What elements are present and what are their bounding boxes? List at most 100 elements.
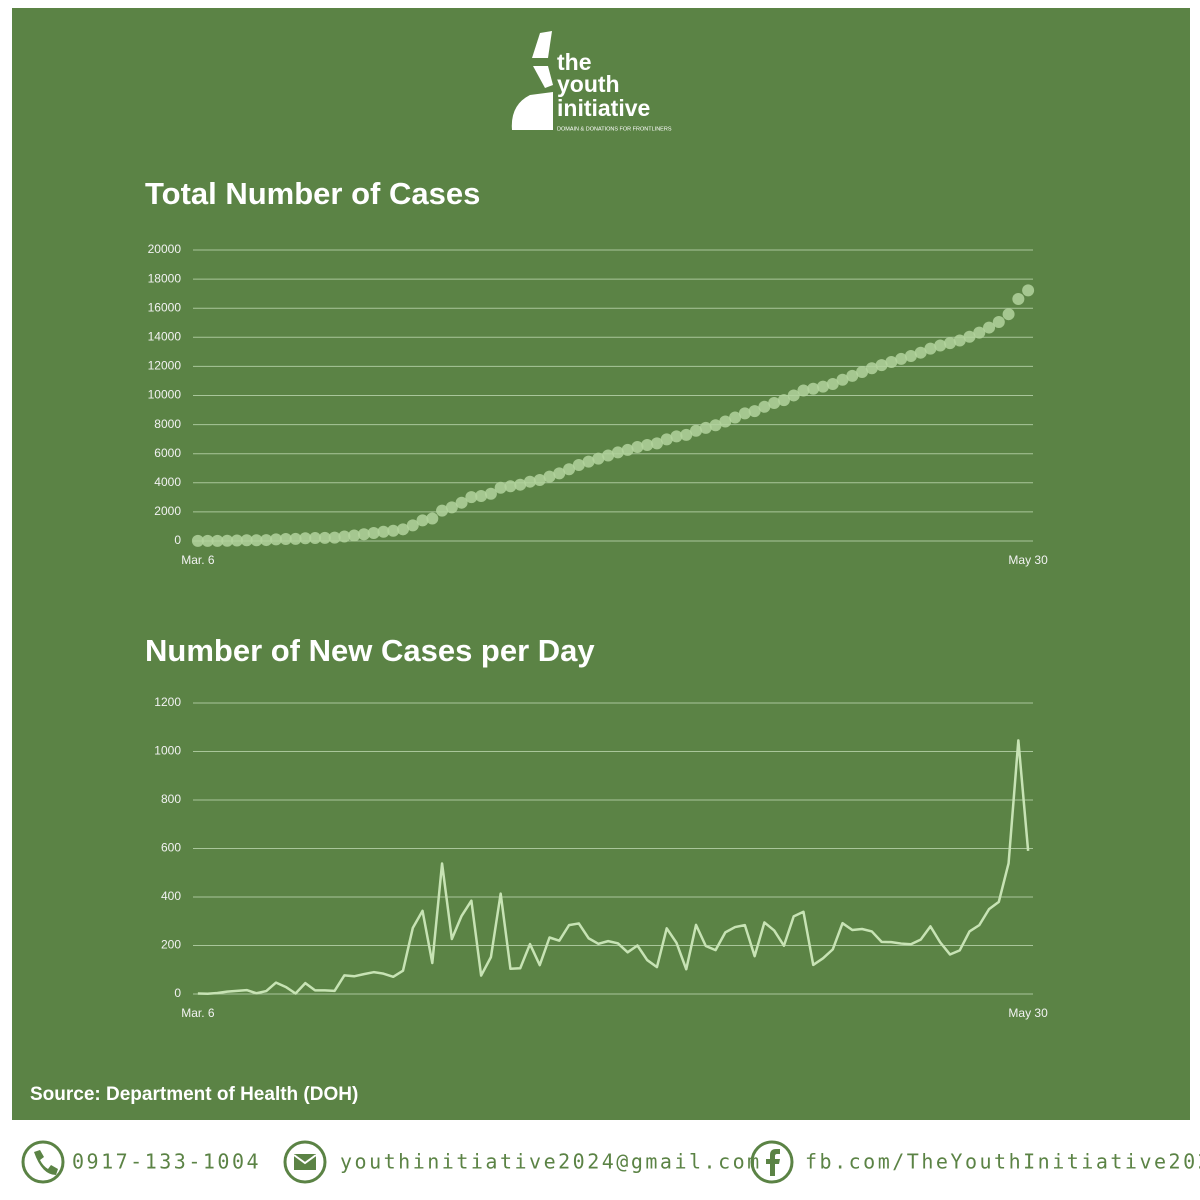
email-flap bbox=[293, 1154, 317, 1165]
logo: the youth initiative DOMAIN & DONATIONS … bbox=[511, 31, 672, 132]
data-line bbox=[197, 739, 1030, 996]
y-tick-label: 8000 bbox=[154, 417, 181, 431]
chart-title: Total Number of Cases bbox=[145, 176, 480, 211]
data-point bbox=[572, 459, 585, 472]
data-point bbox=[191, 534, 204, 547]
data-point bbox=[641, 438, 654, 451]
data-point bbox=[260, 534, 273, 547]
data-point bbox=[826, 377, 839, 390]
data-point bbox=[543, 470, 556, 483]
y-tick-label: 18000 bbox=[148, 271, 182, 285]
data-point bbox=[523, 475, 536, 488]
data-point bbox=[563, 463, 576, 476]
logo-tagline: DOMAIN & DONATIONS FOR FRONTLINERS bbox=[557, 126, 672, 132]
data-point bbox=[817, 380, 829, 393]
data-point bbox=[787, 389, 800, 402]
data-point bbox=[953, 334, 966, 347]
data-point bbox=[1012, 292, 1025, 305]
y-tick-label: 4000 bbox=[154, 475, 181, 489]
email-address: youthinitiative2024@gmail.com bbox=[340, 1150, 762, 1174]
data-point bbox=[289, 532, 302, 545]
data-point bbox=[475, 489, 488, 502]
data-point bbox=[758, 400, 771, 413]
data-point bbox=[299, 532, 312, 545]
data-point bbox=[357, 528, 370, 541]
data-point bbox=[602, 449, 615, 462]
data-point bbox=[690, 424, 703, 437]
x-tick-label: Mar. 6 bbox=[181, 1006, 215, 1020]
data-point bbox=[807, 382, 820, 395]
data-point bbox=[338, 530, 351, 543]
data-point bbox=[240, 534, 253, 547]
data-point bbox=[279, 532, 292, 545]
y-tick-label: 0 bbox=[174, 533, 181, 547]
data-point bbox=[406, 519, 419, 532]
data-point bbox=[318, 531, 331, 544]
data-point bbox=[484, 487, 497, 500]
data-point bbox=[709, 419, 722, 432]
data-point bbox=[397, 523, 409, 536]
data-point bbox=[914, 346, 927, 359]
y-tick-label: 16000 bbox=[148, 300, 182, 314]
data-point bbox=[514, 478, 527, 491]
data-point bbox=[738, 407, 751, 420]
data-point bbox=[436, 504, 449, 517]
data-point bbox=[426, 512, 439, 525]
data-point bbox=[553, 467, 566, 480]
logo-shape bbox=[511, 92, 553, 130]
data-point bbox=[885, 355, 898, 368]
y-tick-label: 800 bbox=[161, 792, 181, 806]
y-tick-label: 20000 bbox=[148, 242, 182, 256]
data-point bbox=[856, 365, 869, 378]
y-tick-label: 14000 bbox=[148, 329, 182, 343]
phone-icon bbox=[21, 1140, 65, 1184]
y-tick-label: 2000 bbox=[154, 504, 181, 518]
data-point bbox=[201, 534, 214, 547]
data-point bbox=[768, 396, 781, 409]
data-point bbox=[904, 349, 917, 362]
chart-title: Number of New Cases per Day bbox=[145, 633, 595, 668]
data-point bbox=[719, 415, 732, 428]
data-point bbox=[992, 316, 1005, 329]
logo-shape bbox=[532, 31, 552, 58]
x-tick-label: May 30 bbox=[1008, 1006, 1048, 1020]
data-point bbox=[973, 326, 986, 339]
facebook-glyph bbox=[766, 1149, 780, 1176]
x-tick-label: May 30 bbox=[1008, 553, 1048, 567]
data-point bbox=[348, 529, 361, 542]
data-point bbox=[983, 321, 996, 334]
x-tick-label: Mar. 6 bbox=[181, 553, 215, 567]
facebook-page: fb.com/TheYouthInitiative2020 bbox=[805, 1150, 1200, 1174]
data-point bbox=[650, 437, 663, 450]
y-tick-label: 12000 bbox=[148, 359, 182, 373]
data-point bbox=[680, 428, 693, 441]
logo-shape bbox=[533, 66, 553, 88]
y-tick-label: 0 bbox=[174, 986, 181, 1000]
data-point bbox=[875, 359, 888, 372]
phone-glyph bbox=[34, 1150, 58, 1175]
data-point bbox=[494, 481, 507, 494]
data-point bbox=[846, 369, 859, 382]
y-tick-label: 400 bbox=[161, 889, 181, 903]
data-point bbox=[328, 531, 341, 544]
data-point bbox=[1002, 308, 1015, 321]
data-point bbox=[455, 496, 468, 509]
data-point bbox=[533, 473, 546, 486]
data-point bbox=[230, 534, 243, 547]
contact-phone: 0917-133-1004 bbox=[21, 1140, 259, 1184]
data-point bbox=[836, 373, 849, 386]
data-point bbox=[367, 526, 380, 539]
data-point bbox=[309, 532, 322, 545]
contact-facebook: fb.com/TheYouthInitiative2020 bbox=[750, 1140, 1200, 1184]
data-point bbox=[963, 330, 976, 343]
logo-text: the bbox=[557, 49, 592, 75]
data-point bbox=[660, 433, 673, 446]
data-point bbox=[250, 534, 263, 547]
data-point bbox=[270, 533, 283, 546]
data-point bbox=[699, 421, 712, 434]
data-point bbox=[211, 534, 224, 547]
data-point bbox=[943, 337, 956, 350]
data-point bbox=[895, 352, 908, 365]
data-point bbox=[631, 441, 644, 454]
